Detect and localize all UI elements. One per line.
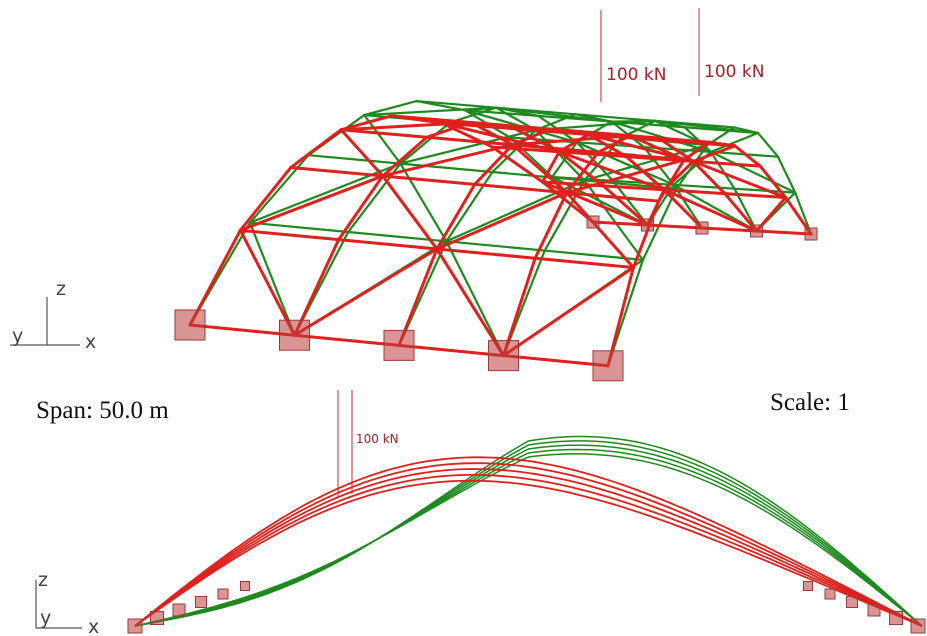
member (250, 223, 348, 232)
axis-label: y (40, 607, 51, 629)
member (339, 240, 437, 249)
member (308, 155, 400, 163)
member (545, 251, 643, 260)
support (642, 219, 654, 231)
side-structure (128, 437, 925, 634)
support (280, 320, 310, 350)
load-label: 100 kN (356, 432, 399, 446)
support (489, 341, 519, 371)
member (674, 185, 735, 189)
member (250, 223, 295, 336)
support (175, 310, 205, 340)
scale-label: Scale: 1 (770, 389, 850, 416)
support (587, 216, 599, 228)
load-label: 100 kN (704, 62, 764, 82)
load-label: 100 kN (606, 65, 666, 85)
support (890, 612, 903, 625)
member (535, 258, 633, 267)
member (437, 193, 567, 249)
page: {"top_view": {"loads": ["100 kN", "100 k… (0, 0, 927, 636)
member (341, 130, 383, 176)
member (190, 325, 295, 335)
axis-label: y (12, 325, 23, 347)
member (135, 450, 922, 627)
support (751, 225, 763, 237)
support (805, 228, 817, 240)
member (446, 241, 503, 355)
member (341, 130, 427, 138)
support (825, 589, 835, 599)
member (611, 121, 655, 122)
support (868, 604, 880, 616)
member (446, 241, 544, 250)
axis-label: x (85, 331, 96, 353)
member (291, 130, 341, 168)
member (135, 481, 922, 626)
member (295, 335, 400, 345)
member (437, 249, 504, 356)
member (504, 356, 609, 366)
support (196, 597, 207, 608)
member (383, 176, 475, 184)
top-structure (175, 101, 817, 381)
support (173, 604, 185, 616)
support (151, 612, 164, 625)
member (135, 475, 922, 626)
axis-label: z (56, 278, 66, 300)
support (241, 582, 250, 591)
structure-view: 100 kN 100 kN 100 kN z y x z y x Span: 5… (0, 0, 927, 636)
member (648, 225, 703, 228)
member (758, 133, 778, 157)
support (593, 351, 623, 381)
support (128, 619, 142, 633)
member (240, 230, 294, 335)
member (757, 231, 812, 234)
support (696, 222, 708, 234)
axis-label: x (88, 616, 99, 636)
support (384, 330, 414, 360)
support (911, 619, 925, 633)
member (291, 168, 383, 176)
support (804, 582, 813, 591)
support (847, 597, 858, 608)
member (535, 193, 567, 259)
support (218, 589, 228, 599)
member (250, 155, 308, 222)
axis-label: z (38, 569, 48, 591)
span-label: Span: 50.0 m (36, 397, 169, 424)
member (399, 345, 504, 355)
